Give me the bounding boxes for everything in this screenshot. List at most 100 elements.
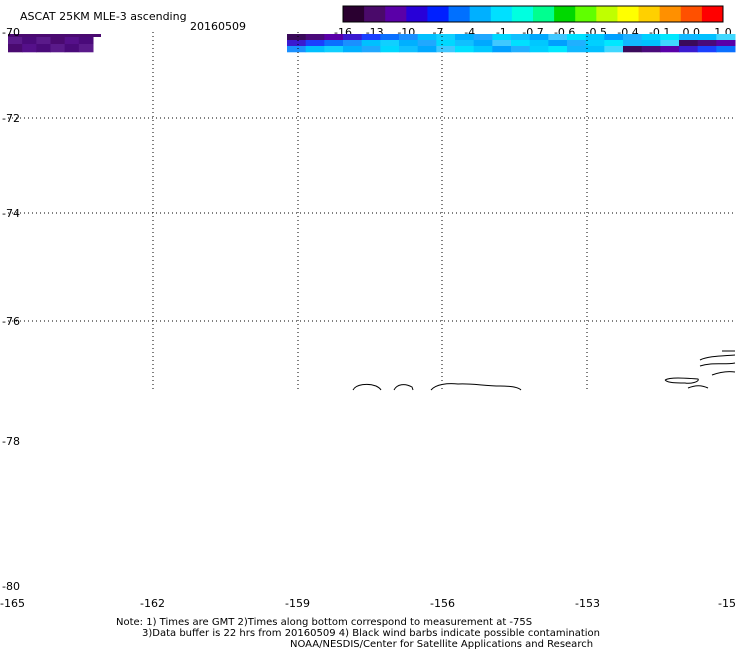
data-cell [305,40,325,47]
y-tick-label: -70 [2,26,20,39]
colorbar-swatch [385,6,407,22]
data-cell [492,40,512,47]
colorbar-swatch [490,6,513,22]
data-cell [287,46,307,53]
data-cell [567,40,587,47]
y-tick-label: -78 [2,435,20,448]
footnote-line-1: Note: 1) Times are GMT 2)Times along bot… [116,617,533,628]
colorbar-swatch [638,6,661,22]
x-tick-label: -162 [140,597,165,610]
data-cell [343,34,363,41]
data-cell [417,34,437,41]
data-cell [585,46,605,53]
colorbar-swatches [343,6,724,22]
data-cell [399,46,419,53]
data-cell [417,46,437,53]
data-cell [436,40,456,47]
colorbar-swatch [659,6,682,22]
map-date: 20160509 [190,20,246,33]
data-cell [8,34,101,37]
data-cell [529,34,549,41]
data-cell [641,40,661,47]
y-tick-label: -76 [2,315,20,328]
data-cell [604,34,624,41]
data-cell [361,40,381,47]
data-cell [361,34,381,41]
data-cell [417,40,437,47]
data-cell [567,34,587,41]
data-cell [716,46,736,53]
y-tick-label: -74 [2,207,20,220]
data-cell [78,44,94,53]
data-swath-right [287,34,736,53]
data-swath-left [8,34,101,53]
data-cell [585,34,605,41]
coastline-segment [711,371,736,376]
data-cell [473,40,493,47]
data-cell [36,36,51,45]
data-cell [641,46,661,53]
colorbar-swatch [448,6,471,22]
footnote-line-3: NOAA/NESDIS/Center for Satellite Applica… [290,639,594,650]
data-cell [716,40,736,47]
data-cell [343,40,363,47]
data-cell [36,44,51,53]
colorbar-swatch [343,6,365,22]
data-cell [529,46,549,53]
data-cell [64,36,80,45]
y-axis: -70 -72 -74 -76 -78 -80 [2,26,20,593]
x-axis: -165 -162 -159 -156 -153 -15 [0,597,736,610]
data-cell [22,36,37,45]
data-cell [380,40,400,47]
colorbar-tick-label: -1 [496,26,507,39]
x-tick-label: -15 [718,597,736,610]
data-cell [492,34,512,41]
data-cell [548,34,568,41]
data-cell [679,46,699,53]
data-cell [548,46,568,53]
coastline-segment [699,354,736,361]
data-cell [8,44,23,53]
data-cell [324,40,344,47]
data-cell [716,34,736,41]
data-cell [380,34,400,41]
data-cell [511,46,531,53]
data-cell [473,34,493,41]
data-cell [436,46,456,53]
data-cell [287,40,307,47]
colorbar-swatch [701,6,724,22]
data-cell [473,46,493,53]
coastline [352,350,736,391]
data-cell [324,46,344,53]
data-cell [623,40,643,47]
colorbar-swatch [469,6,492,22]
data-cell [641,34,661,41]
coastline-segment [687,385,709,389]
data-cell [8,36,23,45]
map-title: ASCAT 25KM MLE-3 ascending [20,10,187,23]
data-cell [548,40,568,47]
data-cell [50,44,66,53]
x-tick-label: -165 [0,597,25,610]
colorbar-swatch [511,6,534,22]
data-cell [623,46,643,53]
coastline-segment [664,377,699,384]
colorbar-swatch [554,6,576,22]
data-cell [529,40,549,47]
colorbar-swatch [364,6,386,22]
data-cell [604,46,624,53]
data-cell [361,46,381,53]
data-cell [679,34,699,41]
colorbar-tick-label: -7 [433,26,444,39]
data-cell [585,40,605,47]
footnote-line-2: 3)Data buffer is 22 hrs from 20160509 4)… [142,628,600,639]
data-cell [511,40,531,47]
x-tick-label: -159 [285,597,310,610]
data-cell [492,46,512,53]
data-cell [305,46,325,53]
data-cell [604,40,624,47]
data-cell [50,36,66,45]
y-tick-label: -80 [2,580,20,593]
data-cell [64,44,80,53]
